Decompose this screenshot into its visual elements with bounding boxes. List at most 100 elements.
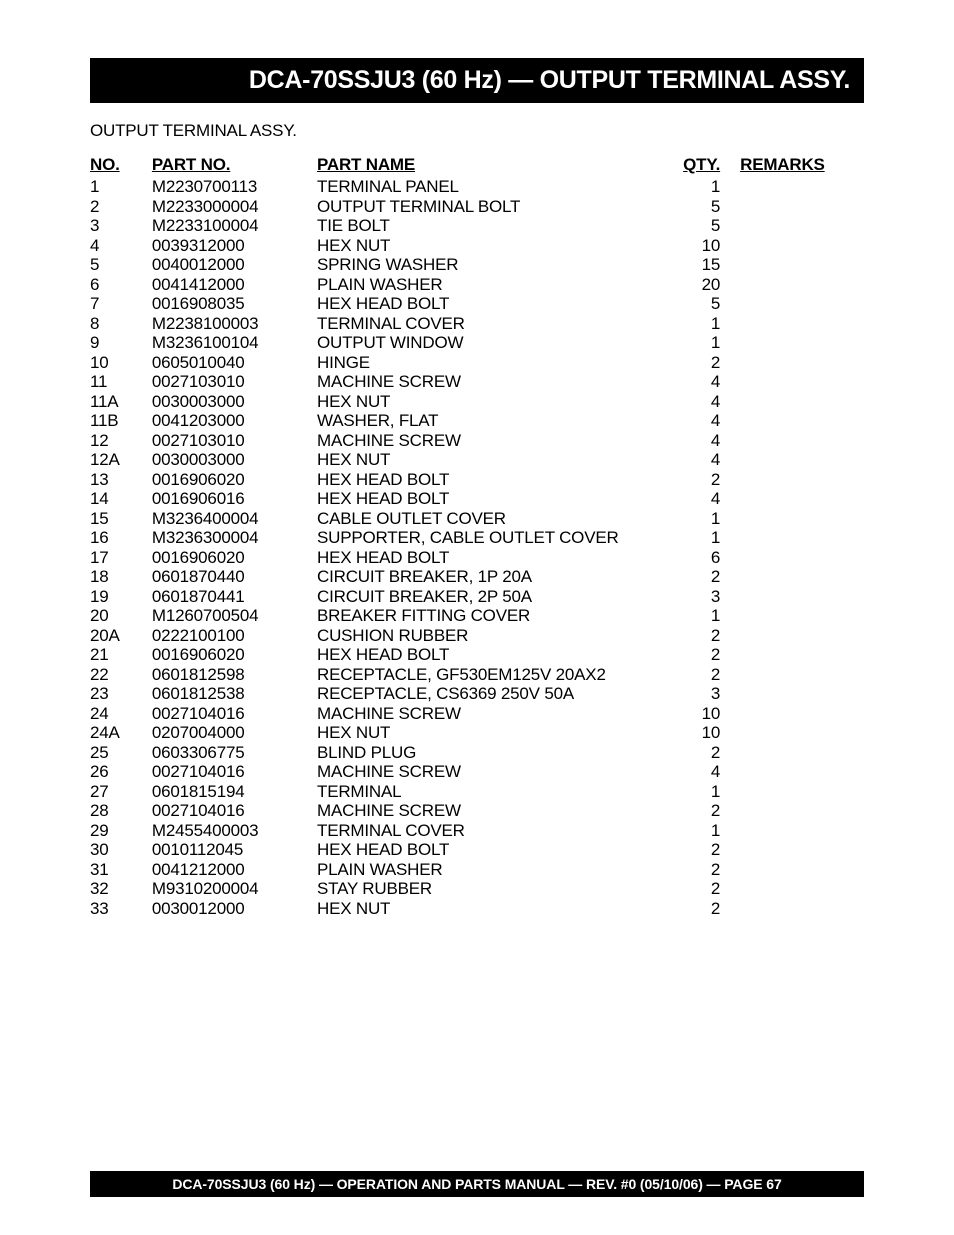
table-row: 16M3236300004SUPPORTER, CABLE OUTLET COV… — [90, 528, 864, 548]
cell-partname: HEX HEAD BOLT — [317, 840, 668, 860]
cell-qty: 10 — [668, 704, 740, 724]
cell-partno: 0027104016 — [152, 801, 317, 821]
cell-partname: TERMINAL — [317, 782, 668, 802]
cell-partno: 0027103010 — [152, 372, 317, 392]
cell-qty: 5 — [668, 294, 740, 314]
cell-qty: 4 — [668, 762, 740, 782]
table-row: 40039312000HEX NUT10 — [90, 236, 864, 256]
table-row: 9M3236100104OUTPUT WINDOW1 — [90, 333, 864, 353]
cell-no: 28 — [90, 801, 152, 821]
cell-partname: MACHINE SCREW — [317, 762, 668, 782]
cell-partname: SPRING WASHER — [317, 255, 668, 275]
cell-remarks — [740, 489, 864, 509]
cell-partno: 0603306775 — [152, 743, 317, 763]
cell-qty: 1 — [668, 782, 740, 802]
cell-remarks — [740, 470, 864, 490]
cell-no: 11B — [90, 411, 152, 431]
cell-partno: M2455400003 — [152, 821, 317, 841]
table-row: 180601870440CIRCUIT BREAKER, 1P 20A2 — [90, 567, 864, 587]
cell-qty: 2 — [668, 626, 740, 646]
table-row: 8M2238100003TERMINAL COVER1 — [90, 314, 864, 334]
table-row: 300010112045HEX HEAD BOLT2 — [90, 840, 864, 860]
cell-no: 29 — [90, 821, 152, 841]
cell-remarks — [740, 567, 864, 587]
cell-partname: RECEPTACLE, GF530EM125V 20AX2 — [317, 665, 668, 685]
cell-no: 2 — [90, 197, 152, 217]
cell-no: 30 — [90, 840, 152, 860]
cell-qty: 1 — [668, 821, 740, 841]
col-header-qty: QTY. — [668, 155, 740, 177]
cell-qty: 2 — [668, 567, 740, 587]
cell-no: 25 — [90, 743, 152, 763]
cell-qty: 20 — [668, 275, 740, 295]
table-row: 250603306775BLIND PLUG2 — [90, 743, 864, 763]
cell-partname: CUSHION RUBBER — [317, 626, 668, 646]
cell-partname: RECEPTACLE, CS6369 250V 50A — [317, 684, 668, 704]
cell-remarks — [740, 314, 864, 334]
cell-remarks — [740, 275, 864, 295]
cell-partname: BREAKER FITTING COVER — [317, 606, 668, 626]
cell-qty: 10 — [668, 723, 740, 743]
cell-remarks — [740, 723, 864, 743]
cell-qty: 4 — [668, 392, 740, 412]
table-row: 3M2233100004TIE BOLT5 — [90, 216, 864, 236]
cell-partno: M3236100104 — [152, 333, 317, 353]
cell-no: 20A — [90, 626, 152, 646]
table-header-row: NO. PART NO. PART NAME QTY. REMARKS — [90, 155, 864, 177]
cell-remarks — [740, 392, 864, 412]
cell-remarks — [740, 236, 864, 256]
cell-remarks — [740, 899, 864, 919]
cell-partname: SUPPORTER, CABLE OUTLET COVER — [317, 528, 668, 548]
cell-qty: 1 — [668, 606, 740, 626]
cell-remarks — [740, 606, 864, 626]
cell-qty: 2 — [668, 801, 740, 821]
col-header-partno: PART NO. — [152, 155, 317, 177]
cell-no: 21 — [90, 645, 152, 665]
cell-partno: M2233100004 — [152, 216, 317, 236]
col-header-remarks: REMARKS — [740, 155, 864, 177]
table-row: 29M2455400003TERMINAL COVER1 — [90, 821, 864, 841]
col-header-partname: PART NAME — [317, 155, 668, 177]
cell-partno: 0027104016 — [152, 762, 317, 782]
table-row: 230601812538RECEPTACLE, CS6369 250V 50A3 — [90, 684, 864, 704]
cell-no: 11 — [90, 372, 152, 392]
cell-remarks — [740, 840, 864, 860]
cell-qty: 1 — [668, 528, 740, 548]
cell-no: 33 — [90, 899, 152, 919]
cell-no: 27 — [90, 782, 152, 802]
cell-partname: OUTPUT WINDOW — [317, 333, 668, 353]
cell-partno: 0027103010 — [152, 431, 317, 451]
cell-remarks — [740, 216, 864, 236]
cell-partname: BLIND PLUG — [317, 743, 668, 763]
table-row: 240027104016MACHINE SCREW10 — [90, 704, 864, 724]
cell-no: 15 — [90, 509, 152, 529]
cell-qty: 2 — [668, 665, 740, 685]
cell-remarks — [740, 509, 864, 529]
cell-remarks — [740, 411, 864, 431]
cell-no: 11A — [90, 392, 152, 412]
cell-no: 7 — [90, 294, 152, 314]
table-row: 11A0030003000HEX NUT4 — [90, 392, 864, 412]
cell-no: 24A — [90, 723, 152, 743]
cell-partname: HINGE — [317, 353, 668, 373]
cell-partname: HEX NUT — [317, 899, 668, 919]
table-row: 110027103010MACHINE SCREW4 — [90, 372, 864, 392]
cell-partno: M1260700504 — [152, 606, 317, 626]
cell-partno: 0016906016 — [152, 489, 317, 509]
cell-partname: HEX NUT — [317, 236, 668, 256]
table-row: 260027104016MACHINE SCREW4 — [90, 762, 864, 782]
cell-partname: PLAIN WASHER — [317, 275, 668, 295]
cell-partname: CIRCUIT BREAKER, 1P 20A — [317, 567, 668, 587]
table-row: 220601812598RECEPTACLE, GF530EM125V 20AX… — [90, 665, 864, 685]
cell-partno: 0601815194 — [152, 782, 317, 802]
cell-partname: OUTPUT TERMINAL BOLT — [317, 197, 668, 217]
cell-remarks — [740, 333, 864, 353]
cell-partno: 0016906020 — [152, 548, 317, 568]
cell-remarks — [740, 704, 864, 724]
cell-partname: CIRCUIT BREAKER, 2P 50A — [317, 587, 668, 607]
table-row: 2M2233000004OUTPUT TERMINAL BOLT5 — [90, 197, 864, 217]
cell-partname: WASHER, FLAT — [317, 411, 668, 431]
table-row: 70016908035HEX HEAD BOLT5 — [90, 294, 864, 314]
cell-partname: HEX HEAD BOLT — [317, 645, 668, 665]
table-row: 130016906020HEX HEAD BOLT2 — [90, 470, 864, 490]
